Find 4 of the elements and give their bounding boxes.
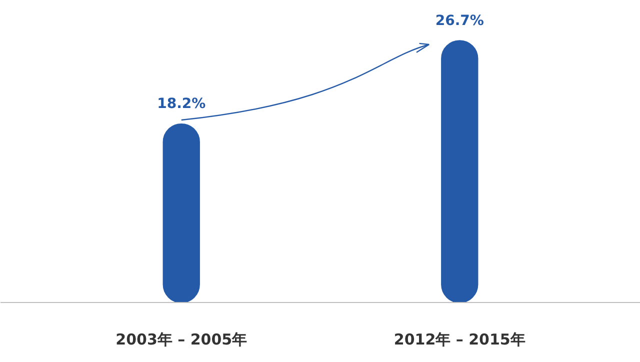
x-tick-label: 2012年 – 2015年 bbox=[394, 330, 526, 348]
x-tick-label: 2003年 – 2005年 bbox=[116, 330, 248, 348]
data-label: 18.2% bbox=[157, 96, 206, 112]
data-label: 26.7% bbox=[435, 12, 484, 29]
